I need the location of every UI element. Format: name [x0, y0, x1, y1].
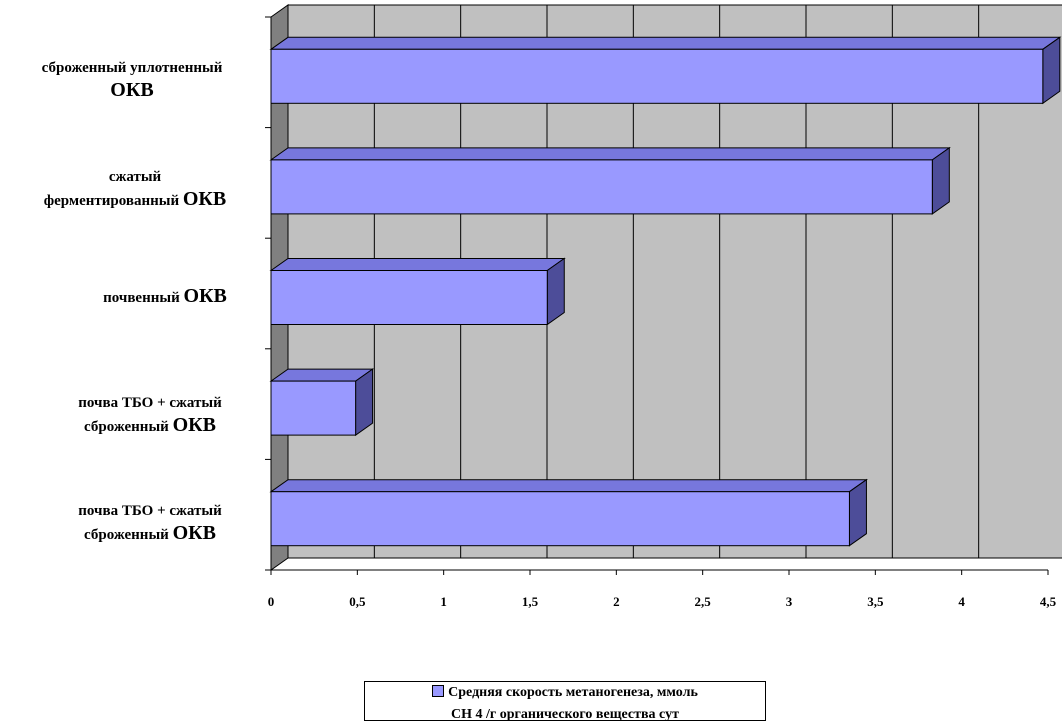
x-tick-label: 4,5 [1040, 594, 1057, 609]
bar [269, 36, 1062, 105]
bar-face [270, 491, 850, 547]
bar-face [270, 380, 357, 436]
bar-side [931, 146, 950, 215]
x-tick-label: 1 [440, 594, 447, 609]
x-tick-label: 2,5 [695, 594, 712, 609]
x-tick-label: 0,5 [349, 594, 366, 609]
bar [269, 478, 869, 547]
x-tick-label: 4 [958, 594, 965, 609]
bar-top [269, 258, 566, 271]
bar [269, 146, 951, 215]
category-label: сжатый ферментированный ОКВ [0, 166, 270, 212]
category-label: почва ТБО + сжатый сброженный ОКВ [30, 500, 270, 546]
bar-side [848, 478, 867, 547]
category-label: почва ТБО + сжатый сброженный ОКВ [30, 392, 270, 438]
x-tick-label: 3 [786, 594, 793, 609]
x-tick-label: 0 [268, 594, 275, 609]
bar-chart: 0 0,5 1 1,5 2 2,5 3 3,5 4 4,5 [265, 4, 1062, 609]
bar-side [355, 368, 374, 437]
legend: Средняя скорость метаногенеза, ммоль СН … [364, 681, 766, 722]
bar-side [1042, 36, 1061, 105]
bar-top [269, 479, 869, 493]
bar-face [270, 48, 1044, 104]
bar-face [270, 159, 933, 215]
legend-line-2: СН 4 /г органического вещества сут [451, 707, 679, 722]
bar-top [269, 147, 951, 161]
x-tick-label: 2 [613, 594, 620, 609]
bar [269, 368, 375, 437]
category-label-line-2: ОКВ [110, 79, 154, 101]
x-tick-label: 1,5 [522, 594, 539, 609]
legend-swatch [432, 685, 445, 697]
bar-top [269, 36, 1062, 50]
bar-side [546, 257, 565, 326]
category-label-line-1: сброженный уплотненный [41, 60, 223, 76]
legend-line-1: Средняя скорость метаногенеза, ммоль [448, 685, 698, 700]
category-label-line-1: почвенный ОКВ [103, 285, 227, 307]
category-label-line-2: ферментированный ОКВ [43, 188, 227, 210]
category-label: сброженный уплотненный ОКВ [0, 57, 264, 103]
category-label-line-1: почва ТБО + сжатый [78, 395, 222, 411]
x-tick-label: 3,5 [867, 594, 884, 609]
category-label: почвенный ОКВ [60, 285, 270, 309]
category-label-line-1: сжатый [108, 169, 162, 185]
category-label-line-2: сброженный ОКВ [84, 414, 216, 436]
bar-face [270, 270, 548, 325]
bar [269, 257, 566, 326]
category-label-line-1: почва ТБО + сжатый [78, 503, 222, 519]
category-label-line-2: сброженный ОКВ [84, 522, 216, 544]
